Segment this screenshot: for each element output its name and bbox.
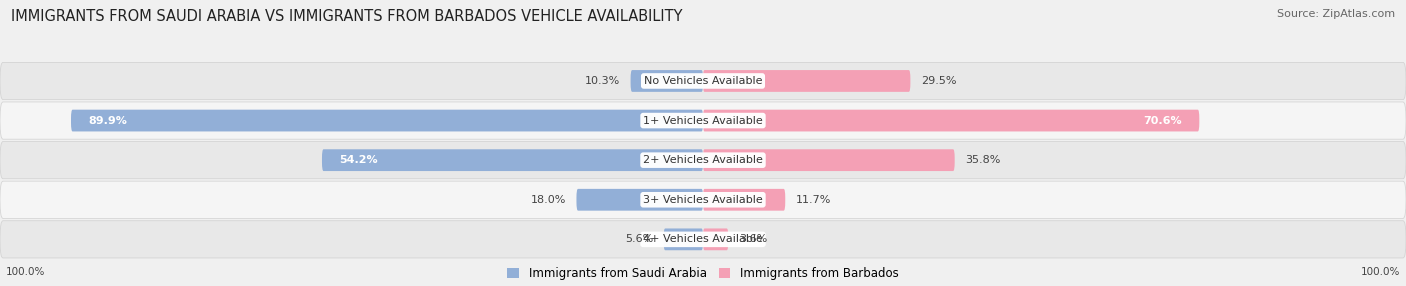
Text: 35.8%: 35.8% — [966, 155, 1001, 165]
Text: 3.6%: 3.6% — [740, 234, 768, 244]
Text: 1+ Vehicles Available: 1+ Vehicles Available — [643, 116, 763, 126]
FancyBboxPatch shape — [0, 62, 1406, 100]
FancyBboxPatch shape — [703, 149, 955, 171]
Text: 89.9%: 89.9% — [89, 116, 128, 126]
Text: 100.0%: 100.0% — [1361, 267, 1400, 277]
FancyBboxPatch shape — [703, 229, 728, 250]
Text: 3+ Vehicles Available: 3+ Vehicles Available — [643, 195, 763, 205]
FancyBboxPatch shape — [630, 70, 703, 92]
Text: IMMIGRANTS FROM SAUDI ARABIA VS IMMIGRANTS FROM BARBADOS VEHICLE AVAILABILITY: IMMIGRANTS FROM SAUDI ARABIA VS IMMIGRAN… — [11, 9, 683, 23]
FancyBboxPatch shape — [0, 102, 1406, 139]
Text: 29.5%: 29.5% — [921, 76, 956, 86]
FancyBboxPatch shape — [664, 229, 703, 250]
Text: 5.6%: 5.6% — [624, 234, 652, 244]
FancyBboxPatch shape — [576, 189, 703, 211]
FancyBboxPatch shape — [703, 110, 1199, 132]
Legend: Immigrants from Saudi Arabia, Immigrants from Barbados: Immigrants from Saudi Arabia, Immigrants… — [503, 262, 903, 285]
Text: 54.2%: 54.2% — [340, 155, 378, 165]
FancyBboxPatch shape — [0, 142, 1406, 179]
FancyBboxPatch shape — [0, 221, 1406, 258]
Text: 100.0%: 100.0% — [6, 267, 45, 277]
Text: 4+ Vehicles Available: 4+ Vehicles Available — [643, 234, 763, 244]
FancyBboxPatch shape — [703, 189, 785, 211]
Text: 18.0%: 18.0% — [530, 195, 565, 205]
Text: 70.6%: 70.6% — [1143, 116, 1181, 126]
FancyBboxPatch shape — [322, 149, 703, 171]
Text: 11.7%: 11.7% — [796, 195, 831, 205]
Text: Source: ZipAtlas.com: Source: ZipAtlas.com — [1277, 9, 1395, 19]
FancyBboxPatch shape — [0, 181, 1406, 219]
FancyBboxPatch shape — [703, 70, 911, 92]
Text: No Vehicles Available: No Vehicles Available — [644, 76, 762, 86]
Text: 2+ Vehicles Available: 2+ Vehicles Available — [643, 155, 763, 165]
FancyBboxPatch shape — [70, 110, 703, 132]
Text: 10.3%: 10.3% — [585, 76, 620, 86]
